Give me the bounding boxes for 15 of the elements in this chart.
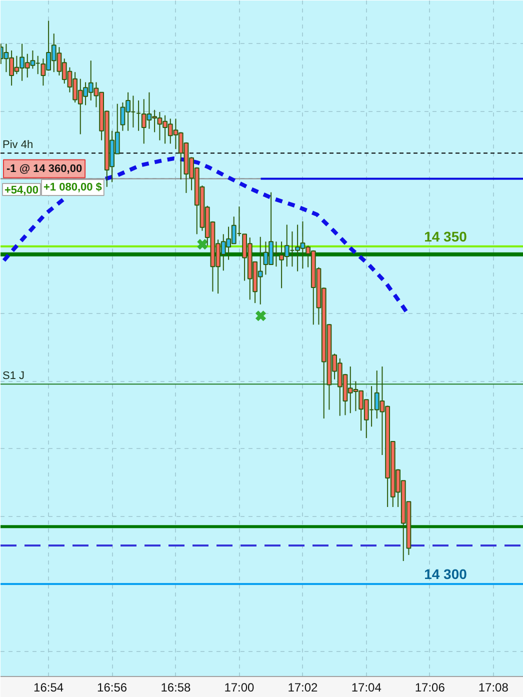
x-tick-label: 17:08 bbox=[478, 680, 509, 694]
ref-line-label: 14 300 bbox=[424, 566, 468, 582]
ref-line-label: -1 @ 14 360,00 bbox=[6, 162, 82, 175]
x-tick-label: 16:56 bbox=[97, 680, 128, 694]
x-tick-label: 17:04 bbox=[351, 680, 382, 694]
ref-line-label: Piv 4h bbox=[2, 139, 34, 152]
x-tick-label: 17:06 bbox=[414, 680, 446, 694]
x-tick-label: 16:58 bbox=[160, 680, 192, 694]
x-tick-label: 16:54 bbox=[34, 680, 64, 694]
x-tick-label: 17:02 bbox=[288, 680, 318, 694]
annotation: +54,00 bbox=[4, 184, 38, 196]
ref-line-label: 14 350 bbox=[424, 228, 468, 244]
ref-line-label: S1 J bbox=[2, 370, 25, 382]
x-tick-label: 17:00 bbox=[224, 680, 255, 694]
annotation: +1 080,00 $ bbox=[44, 182, 102, 194]
